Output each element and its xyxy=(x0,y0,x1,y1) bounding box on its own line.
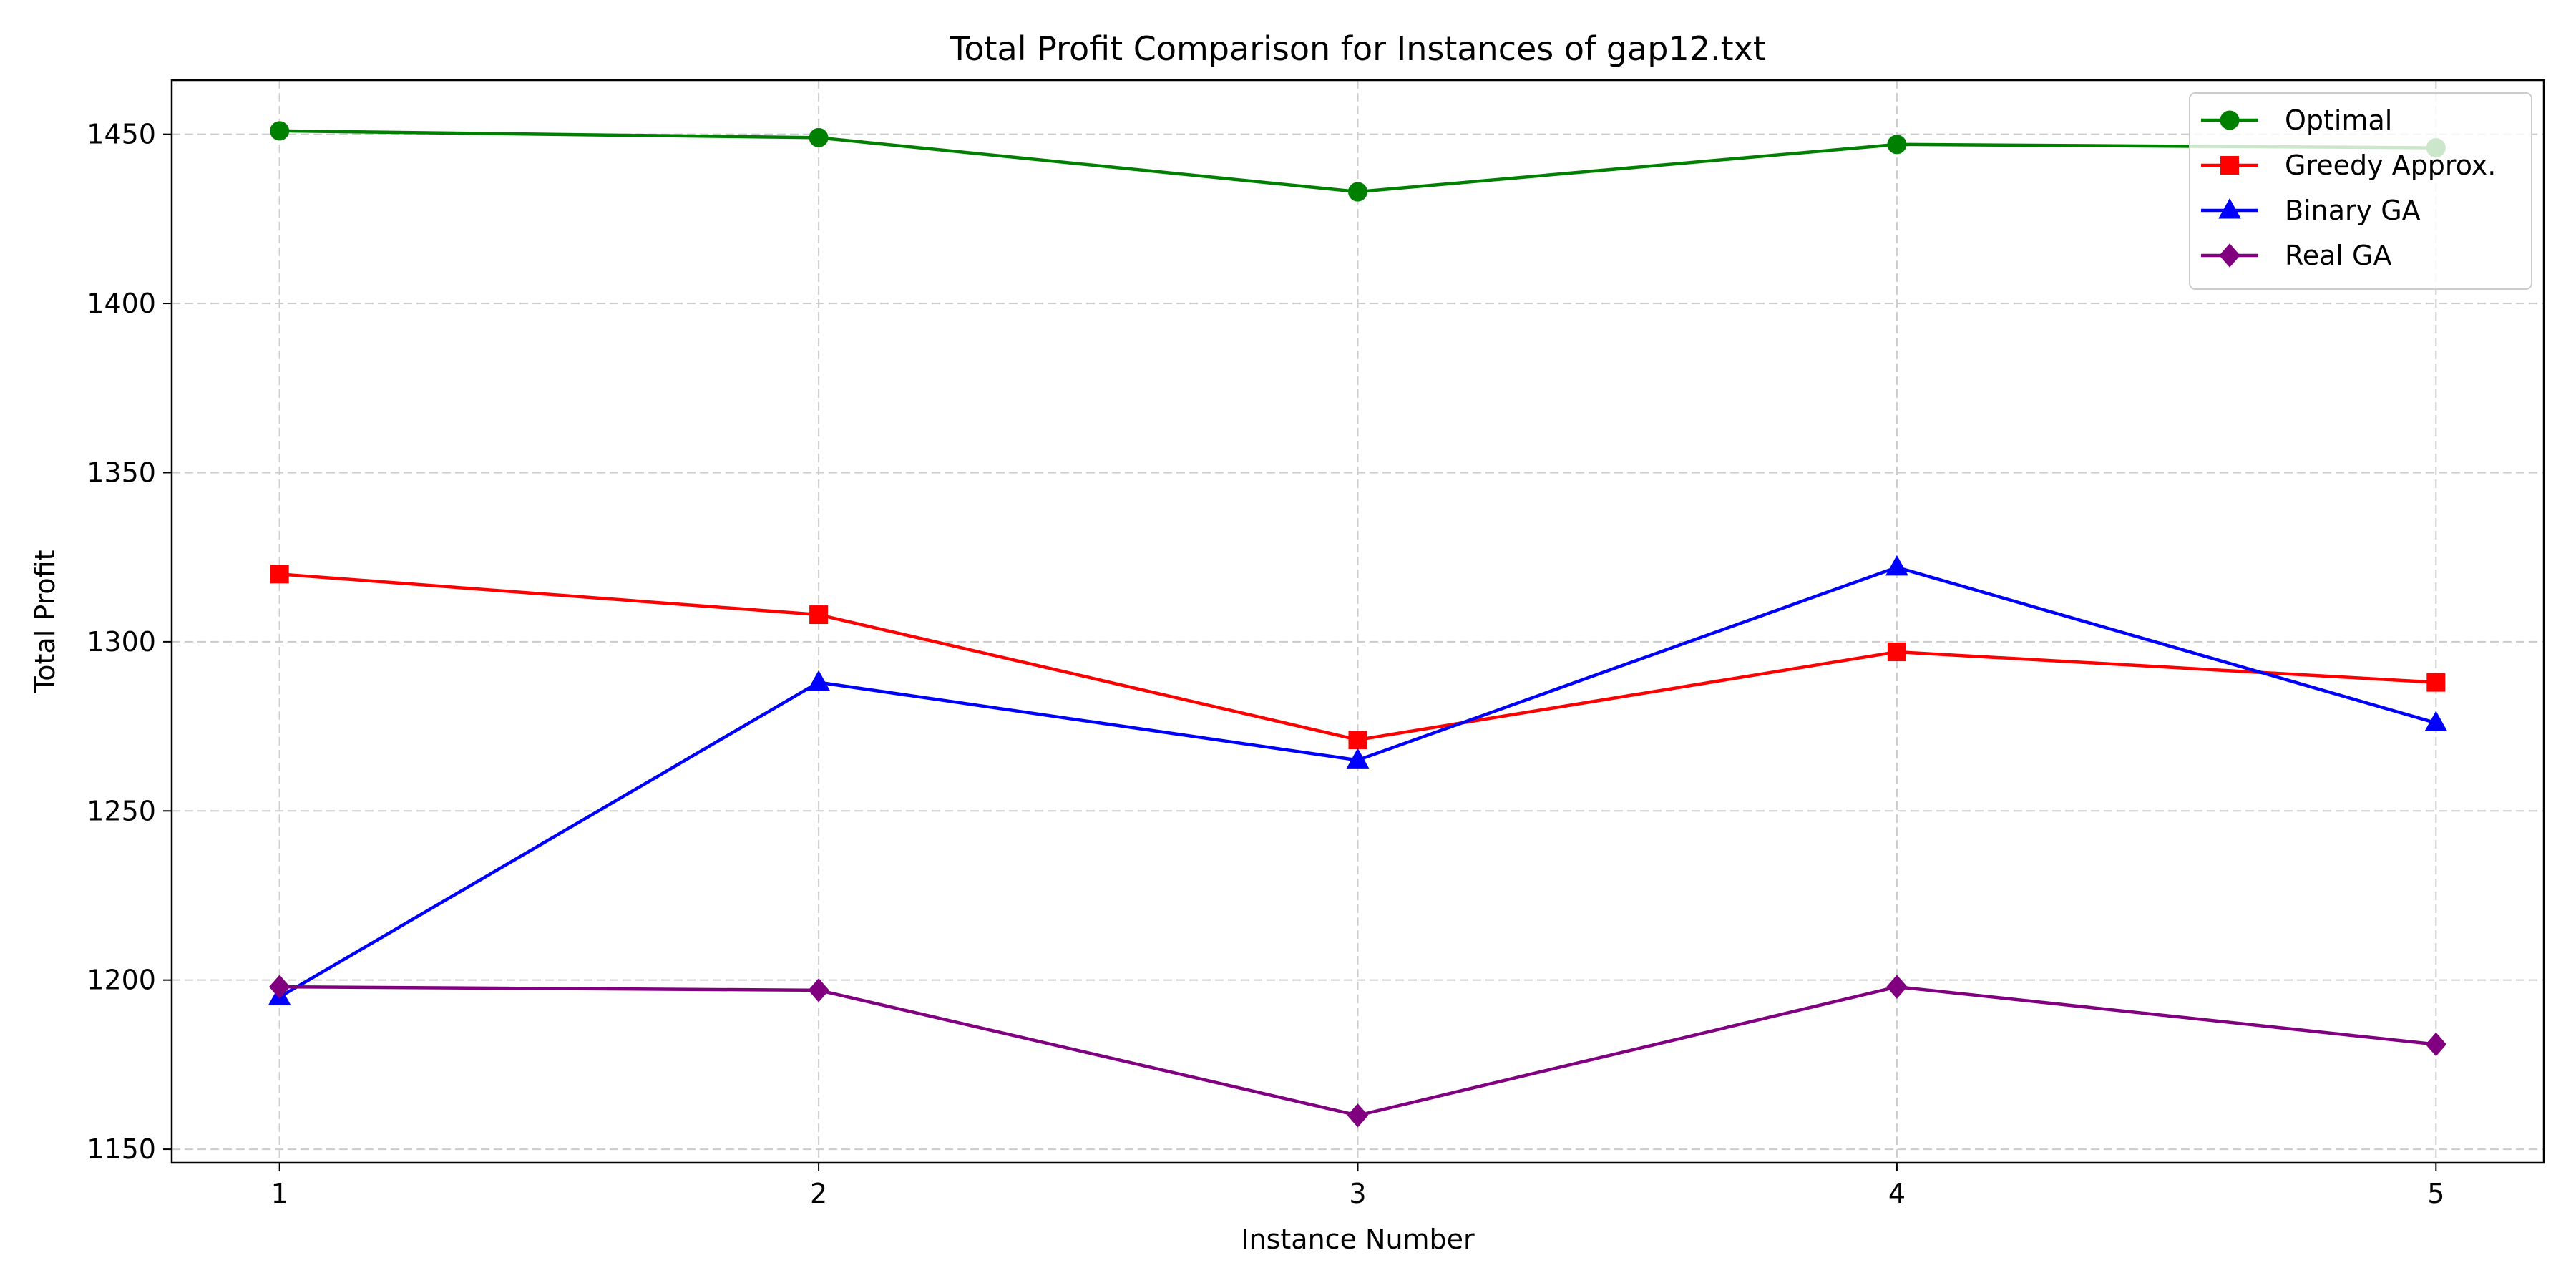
series-real-ga xyxy=(269,975,2446,1128)
legend-item-real-ga: Real GA xyxy=(2201,240,2391,271)
axis-ticks: 1 2 3 4 5 1150 1200 1250 1300 1350 1400 1450 xyxy=(87,119,2444,1209)
data-point-real-ga xyxy=(1347,1103,1369,1128)
y-tick-label: 1200 xyxy=(87,965,156,996)
legend-marker xyxy=(2219,243,2240,268)
legend: Optimal Greedy Approx. Binary GA Real GA xyxy=(2189,92,2532,290)
y-tick-label: 1400 xyxy=(87,288,156,319)
data-point-real-ga xyxy=(2425,1032,2446,1057)
legend-label: Binary GA xyxy=(2285,195,2421,226)
series-greedy-approx xyxy=(270,565,2446,749)
y-axis-label: Total Profit xyxy=(29,550,61,694)
data-point-real-ga xyxy=(269,975,291,999)
x-axis-label: Instance Number xyxy=(1241,1224,1475,1255)
legend-item-binary-ga: Binary GA xyxy=(2201,195,2421,226)
legend-marker xyxy=(2220,110,2240,130)
y-tick-label: 1350 xyxy=(87,457,156,488)
legend-marker xyxy=(2218,197,2241,219)
data-point-greedy-approx xyxy=(2426,673,2446,692)
data-point-optimal xyxy=(270,121,290,141)
legend-label: Greedy Approx. xyxy=(2285,150,2496,181)
data-point-real-ga xyxy=(1886,975,1908,999)
y-tick-label: 1300 xyxy=(87,626,156,658)
x-tick-label: 1 xyxy=(271,1178,288,1209)
legend-box xyxy=(2189,92,2532,290)
data-point-real-ga xyxy=(808,978,829,1002)
legend-label: Optimal xyxy=(2285,104,2392,136)
x-tick-label: 4 xyxy=(1888,1178,1906,1209)
y-tick-label: 1250 xyxy=(87,795,156,826)
data-point-optimal xyxy=(1348,182,1367,202)
x-tick-label: 5 xyxy=(2427,1178,2444,1209)
data-point-greedy-approx xyxy=(809,605,829,625)
legend-item-optimal: Optimal xyxy=(2201,104,2392,136)
y-tick-label: 1150 xyxy=(87,1133,156,1165)
data-series xyxy=(268,121,2448,1128)
chart-title: Total Profit Comparison for Instances of… xyxy=(949,29,1766,68)
legend-item-greedy-approx: Greedy Approx. xyxy=(2201,150,2496,181)
series-binary-ga xyxy=(268,555,2448,1005)
data-point-optimal xyxy=(1887,135,1907,155)
data-point-binary-ga xyxy=(1885,555,1908,576)
data-point-optimal xyxy=(809,127,829,147)
data-point-binary-ga xyxy=(2424,711,2448,731)
data-point-greedy-approx xyxy=(270,565,289,584)
x-tick-label: 3 xyxy=(1349,1178,1366,1209)
y-tick-label: 1450 xyxy=(87,119,156,150)
legend-label: Real GA xyxy=(2285,240,2391,271)
data-point-greedy-approx xyxy=(1348,730,1367,749)
data-point-binary-ga xyxy=(807,670,830,691)
data-point-binary-ga xyxy=(1346,748,1370,769)
x-tick-label: 2 xyxy=(810,1178,827,1209)
legend-marker xyxy=(2220,156,2239,175)
data-point-greedy-approx xyxy=(1887,643,1906,662)
